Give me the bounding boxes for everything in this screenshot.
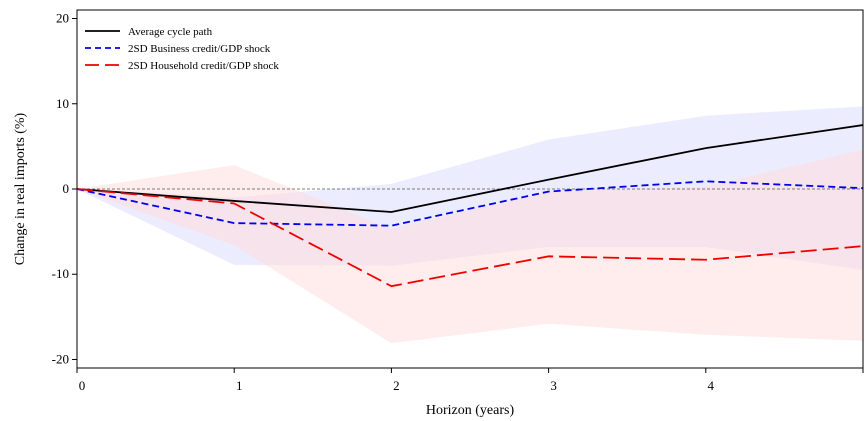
x-tick-label: 0 — [79, 378, 86, 393]
confidence-band-2 — [77, 149, 863, 344]
x-tick-label: 4 — [708, 378, 715, 393]
x-tick-label: 1 — [236, 378, 243, 393]
legend: Average cycle path 2SD Business credit/GD… — [85, 26, 279, 72]
legend-label-0: Average cycle path — [128, 26, 213, 38]
y-axis-title: Change in real imports (%) — [13, 112, 28, 265]
y-tick-label: 0 — [63, 181, 70, 196]
y-tick-label: 10 — [56, 96, 69, 111]
y-tick-label: -10 — [52, 266, 69, 281]
x-axis-title: Horizon (years) — [426, 403, 515, 418]
series-line-1 — [77, 180, 863, 227]
series-line-0 — [77, 124, 863, 213]
x-tick-label: 3 — [550, 378, 557, 393]
legend-label-1: 2SD Business credit/GDP shock — [128, 43, 271, 55]
confidence-bands — [77, 106, 863, 344]
legend-label-2: 2SD Household credit/GDP shock — [128, 60, 279, 72]
y-tick-label: 20 — [56, 11, 69, 26]
x-tick-label: 2 — [393, 378, 400, 393]
series-lines — [77, 124, 863, 288]
y-tick-label: -20 — [52, 351, 69, 366]
